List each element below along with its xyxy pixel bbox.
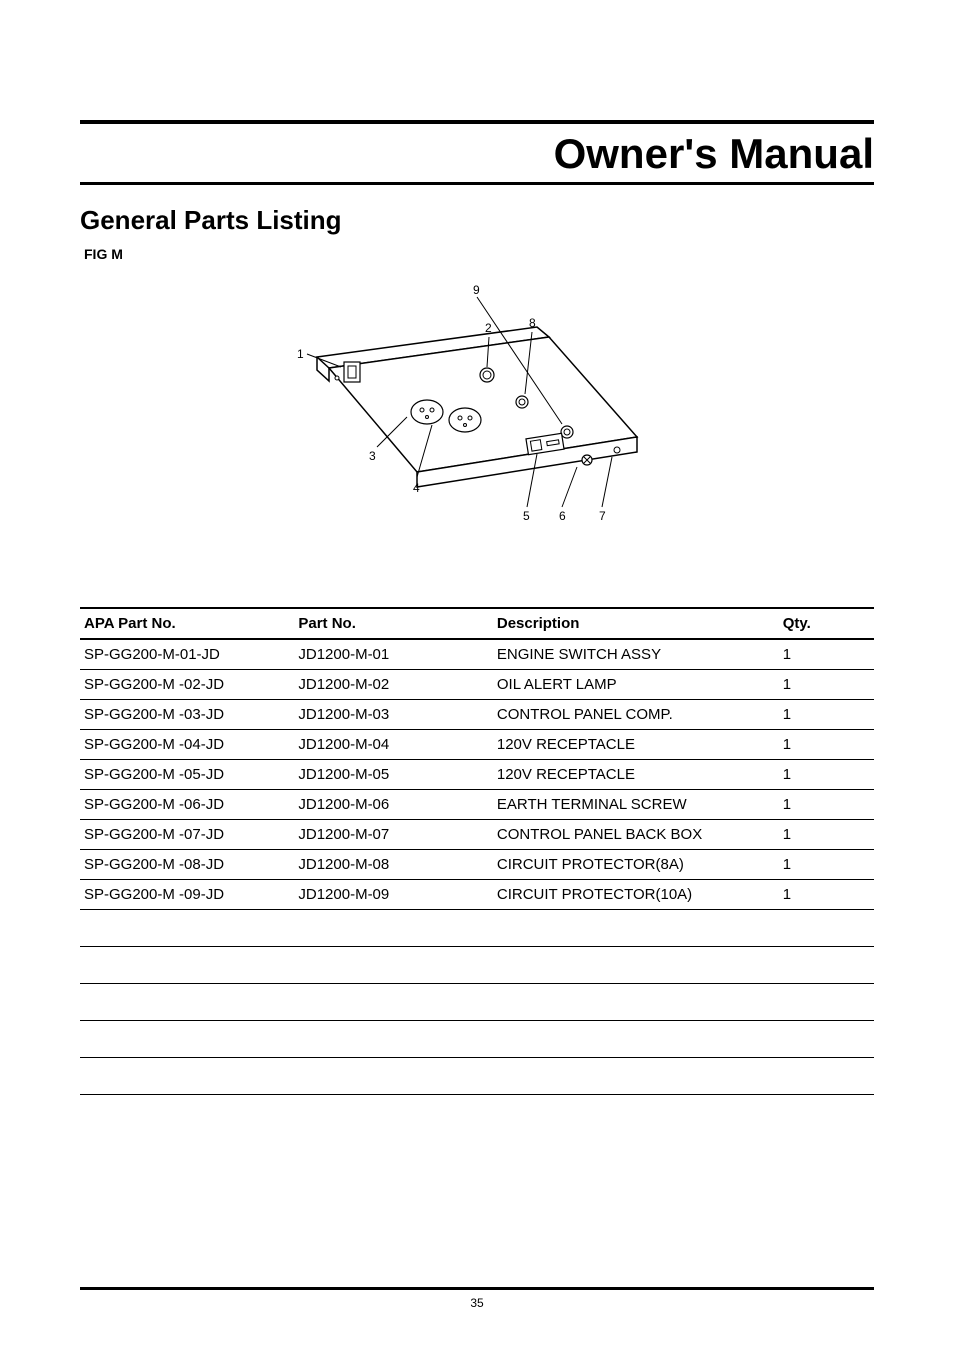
callout-2: 2	[485, 321, 492, 335]
col-part: Part No.	[294, 608, 493, 639]
table-row: SP-GG200-M -08-JDJD1200-M-08CIRCUIT PROT…	[80, 850, 874, 880]
table-row-blank	[80, 1058, 874, 1095]
cell-part: JD1200-M-03	[294, 700, 493, 730]
col-apa: APA Part No.	[80, 608, 294, 639]
page: Owner's Manual General Parts Listing FIG…	[0, 0, 954, 1350]
cell-part: JD1200-M-02	[294, 670, 493, 700]
cell-apa: SP-GG200-M -08-JD	[80, 850, 294, 880]
callout-7: 7	[599, 509, 606, 523]
cell-qty: 1	[779, 790, 874, 820]
callout-1: 1	[297, 347, 304, 361]
cell-desc: 120V RECEPTACLE	[493, 730, 779, 760]
col-qty: Qty.	[779, 608, 874, 639]
cell-part: JD1200-M-04	[294, 730, 493, 760]
table-row: SP-GG200-M -05-JDJD1200-M-05120V RECEPTA…	[80, 760, 874, 790]
table-row: SP-GG200-M-01-JDJD1200-M-01ENGINE SWITCH…	[80, 639, 874, 670]
cell-desc: EARTH TERMINAL SCREW	[493, 790, 779, 820]
table-row: SP-GG200-M -03-JDJD1200-M-03CONTROL PANE…	[80, 700, 874, 730]
cell-desc: 120V RECEPTACLE	[493, 760, 779, 790]
callout-8: 8	[529, 316, 536, 330]
callout-5: 5	[523, 509, 530, 523]
cell-apa: SP-GG200-M -05-JD	[80, 760, 294, 790]
cell-qty: 1	[779, 850, 874, 880]
table-row: SP-GG200-M -04-JDJD1200-M-04120V RECEPTA…	[80, 730, 874, 760]
callout-4: 4	[413, 481, 420, 495]
cell-desc: CIRCUIT PROTECTOR(8A)	[493, 850, 779, 880]
panel-diagram: 1 2 3 4 5 6 7 8 9	[277, 282, 677, 542]
document-title: Owner's Manual	[80, 130, 874, 178]
cell-qty: 1	[779, 670, 874, 700]
cell-qty: 1	[779, 820, 874, 850]
cell-qty: 1	[779, 639, 874, 670]
cell-apa: SP-GG200-M -09-JD	[80, 880, 294, 910]
cell-desc: ENGINE SWITCH ASSY	[493, 639, 779, 670]
section-title: General Parts Listing	[80, 205, 874, 236]
table-row-blank	[80, 984, 874, 1021]
cell-desc: CIRCUIT PROTECTOR(10A)	[493, 880, 779, 910]
diagram-container: 1 2 3 4 5 6 7 8 9	[80, 282, 874, 547]
cell-qty: 1	[779, 880, 874, 910]
cell-apa: SP-GG200-M-01-JD	[80, 639, 294, 670]
callout-9: 9	[473, 283, 480, 297]
cell-part: JD1200-M-08	[294, 850, 493, 880]
cell-desc: CONTROL PANEL BACK BOX	[493, 820, 779, 850]
title-rule	[80, 182, 874, 185]
table-row: SP-GG200-M -07-JDJD1200-M-07CONTROL PANE…	[80, 820, 874, 850]
cell-qty: 1	[779, 700, 874, 730]
table-row-blank	[80, 1021, 874, 1058]
callout-6: 6	[559, 509, 566, 523]
table-row-blank	[80, 947, 874, 984]
cell-qty: 1	[779, 730, 874, 760]
col-desc: Description	[493, 608, 779, 639]
cell-apa: SP-GG200-M -06-JD	[80, 790, 294, 820]
cell-desc: CONTROL PANEL COMP.	[493, 700, 779, 730]
callout-3: 3	[369, 449, 376, 463]
cell-part: JD1200-M-06	[294, 790, 493, 820]
table-header-row: APA Part No. Part No. Description Qty.	[80, 608, 874, 639]
cell-qty: 1	[779, 760, 874, 790]
cell-apa: SP-GG200-M -07-JD	[80, 820, 294, 850]
table-row: SP-GG200-M -06-JDJD1200-M-06EARTH TERMIN…	[80, 790, 874, 820]
table-row: SP-GG200-M -09-JDJD1200-M-09CIRCUIT PROT…	[80, 880, 874, 910]
table-row-blank	[80, 910, 874, 947]
cell-part: JD1200-M-07	[294, 820, 493, 850]
top-rule	[80, 120, 874, 124]
page-number: 35	[0, 1296, 954, 1310]
cell-apa: SP-GG200-M -03-JD	[80, 700, 294, 730]
cell-desc: OIL ALERT LAMP	[493, 670, 779, 700]
fig-label: FIG M	[84, 246, 874, 262]
cell-part: JD1200-M-09	[294, 880, 493, 910]
cell-apa: SP-GG200-M -02-JD	[80, 670, 294, 700]
cell-part: JD1200-M-01	[294, 639, 493, 670]
table-row: SP-GG200-M -02-JDJD1200-M-02OIL ALERT LA…	[80, 670, 874, 700]
footer-rule	[80, 1287, 874, 1290]
cell-part: JD1200-M-05	[294, 760, 493, 790]
parts-table: APA Part No. Part No. Description Qty. S…	[80, 607, 874, 1095]
cell-apa: SP-GG200-M -04-JD	[80, 730, 294, 760]
